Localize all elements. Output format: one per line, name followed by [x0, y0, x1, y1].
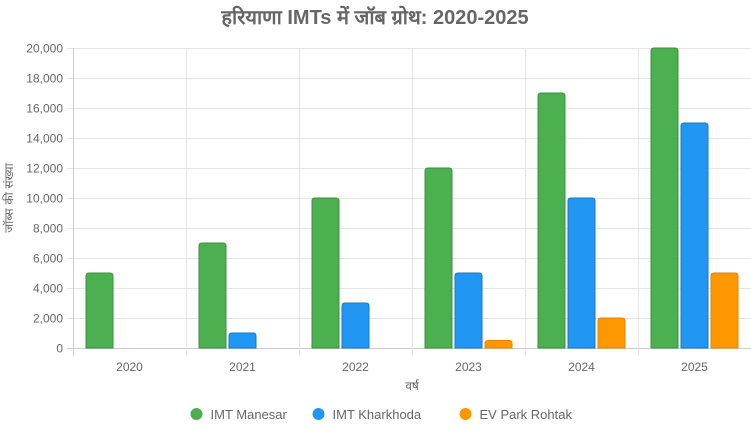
- legend-dot-icon: [190, 408, 203, 420]
- y-axis-ticks: 0 2,000 4,000 6,000 8,000 10,000 12,000 14,000 1…: [26, 42, 63, 356]
- x-axis-title: वर्ष: [405, 379, 420, 393]
- bar[interactable]: [85, 272, 114, 349]
- bar[interactable]: [311, 197, 340, 349]
- y-axis-title: जॉब्स की संख्या: [2, 162, 16, 232]
- bar[interactable]: [484, 340, 513, 349]
- bar[interactable]: [680, 122, 709, 349]
- bar[interactable]: [341, 302, 370, 349]
- x-tick-label: 2021: [229, 360, 256, 374]
- bar[interactable]: [454, 272, 483, 349]
- y-tick-label: 10,000: [26, 192, 63, 206]
- y-tick-label: 4,000: [33, 282, 63, 296]
- y-tick-label: 12,000: [26, 162, 63, 176]
- y-tick-label: 2,000: [33, 312, 63, 326]
- x-axis-ticks: 2020 2021 2022 2023 2024 2025: [116, 360, 708, 374]
- x-tick-label: 2023: [455, 360, 482, 374]
- bar[interactable]: [228, 332, 257, 349]
- x-tick-label: 2020: [116, 360, 143, 374]
- legend-item[interactable]: EV Park Rohtak: [459, 407, 573, 422]
- bar[interactable]: [710, 272, 739, 349]
- legend-item[interactable]: IMT Manesar: [190, 407, 288, 422]
- bars: [85, 47, 739, 349]
- y-tick-label: 16,000: [26, 102, 63, 116]
- y-tick-label: 14,000: [26, 132, 63, 146]
- bar[interactable]: [198, 242, 227, 349]
- y-tick-label: 8,000: [33, 222, 63, 236]
- legend: IMT Manesar IMT Kharkhoda EV Park Rohtak: [190, 407, 573, 422]
- bar[interactable]: [537, 92, 566, 349]
- y-tick-label: 6,000: [33, 252, 63, 266]
- y-tick-label: 20,000: [26, 42, 63, 56]
- x-tick-label: 2024: [568, 360, 595, 374]
- legend-dot-icon: [312, 408, 325, 420]
- legend-dot-icon: [459, 408, 472, 420]
- bar[interactable]: [424, 167, 453, 349]
- bar[interactable]: [650, 47, 679, 349]
- y-tick-label: 0: [56, 342, 63, 356]
- legend-label: EV Park Rohtak: [480, 407, 573, 422]
- legend-label: IMT Manesar: [211, 407, 288, 422]
- grid-lines: [67, 48, 751, 356]
- x-tick-label: 2025: [681, 360, 708, 374]
- legend-label: IMT Kharkhoda: [333, 407, 422, 422]
- y-tick-label: 18,000: [26, 72, 63, 86]
- bar[interactable]: [567, 197, 596, 349]
- chart-title: हरियाणा IMTs में जॉब ग्रोथ: 2020-2025: [220, 5, 528, 29]
- legend-item[interactable]: IMT Kharkhoda: [312, 407, 422, 422]
- bar[interactable]: [597, 317, 626, 349]
- x-tick-label: 2022: [342, 360, 369, 374]
